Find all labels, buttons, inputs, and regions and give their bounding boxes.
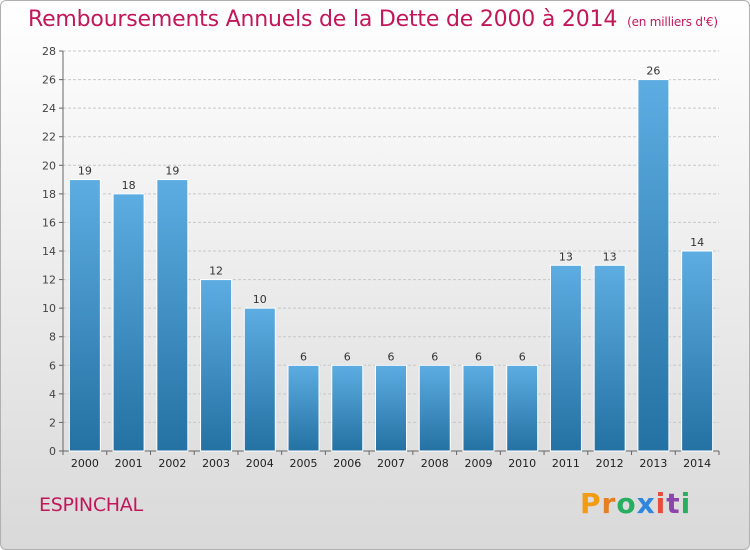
x-tick-label: 2007	[377, 457, 405, 470]
x-tick-label: 2013	[639, 457, 667, 470]
y-tick-label: 16	[42, 216, 56, 229]
x-tick-label: 2003	[202, 457, 230, 470]
x-tick-label: 2012	[596, 457, 624, 470]
bar	[156, 179, 189, 452]
logo-letter: P	[580, 487, 602, 520]
x-tick-label: 2000	[71, 457, 99, 470]
bar-value-label: 6	[344, 350, 351, 363]
bar-value-label: 18	[122, 179, 136, 192]
bar-value-label: 13	[603, 250, 617, 263]
logo-letter: t	[666, 487, 681, 520]
y-tick-label: 0	[49, 445, 56, 458]
bar-value-label: 6	[300, 350, 307, 363]
bar-value-label: 14	[690, 236, 704, 249]
bar	[593, 264, 626, 452]
x-tick-label: 2002	[158, 457, 186, 470]
unit-note: (en milliers d'€)	[627, 15, 718, 29]
x-tick-label: 2001	[115, 457, 143, 470]
bar	[549, 264, 582, 452]
y-tick-label: 28	[42, 45, 56, 58]
x-tick-label: 2004	[246, 457, 274, 470]
x-tick-label: 2014	[683, 457, 711, 470]
y-tick-label: 18	[42, 188, 56, 201]
bar	[637, 79, 670, 452]
bar	[68, 179, 101, 452]
bar-value-label: 19	[165, 165, 179, 178]
bar-value-label: 19	[78, 165, 92, 178]
y-tick-label: 12	[42, 274, 56, 287]
bar-value-label: 6	[519, 350, 526, 363]
x-tick-label: 2008	[421, 457, 449, 470]
y-tick-label: 10	[42, 302, 56, 315]
logo-letter: x	[636, 487, 656, 520]
bar	[506, 364, 539, 452]
bar	[112, 193, 145, 452]
bar	[462, 364, 495, 452]
bar	[331, 364, 364, 452]
x-tick-label: 2009	[464, 457, 492, 470]
y-tick-label: 8	[49, 331, 56, 344]
chart-title: Remboursements Annuels de la Dette de 20…	[28, 7, 718, 32]
bar-value-label: 6	[431, 350, 438, 363]
bar	[681, 250, 714, 452]
bar	[375, 364, 407, 452]
chart-title-text: Remboursements Annuels de la Dette de 20…	[28, 7, 618, 32]
bar	[243, 307, 276, 452]
bar	[418, 364, 451, 452]
y-tick-label: 26	[42, 74, 56, 87]
logo-letter: i	[655, 487, 667, 520]
bar-value-label: 12	[209, 265, 223, 278]
proxiti-logo: Proxiti	[580, 487, 691, 520]
x-tick-label: 2006	[333, 457, 361, 470]
bar-value-label: 6	[388, 350, 395, 363]
bar-value-label: 10	[253, 293, 267, 306]
y-tick-label: 20	[42, 159, 56, 172]
x-tick-label: 2011	[552, 457, 580, 470]
logo-letter: o	[616, 487, 637, 520]
bar	[287, 364, 320, 452]
y-tick-label: 2	[49, 416, 56, 429]
logo-letter: r	[601, 487, 617, 520]
y-tick-label: 4	[49, 388, 56, 401]
bar-value-label: 6	[475, 350, 482, 363]
bar-value-label: 26	[646, 65, 660, 78]
x-tick-label: 2010	[508, 457, 536, 470]
bar	[200, 279, 233, 452]
x-tick-label: 2005	[290, 457, 318, 470]
bar-value-label: 13	[559, 250, 573, 263]
y-tick-label: 24	[42, 102, 56, 115]
commune-name: ESPINCHAL	[39, 494, 143, 516]
y-tick-label: 22	[42, 131, 56, 144]
logo-letter: i	[680, 487, 692, 520]
y-tick-label: 6	[49, 359, 56, 372]
y-tick-label: 14	[42, 245, 56, 258]
